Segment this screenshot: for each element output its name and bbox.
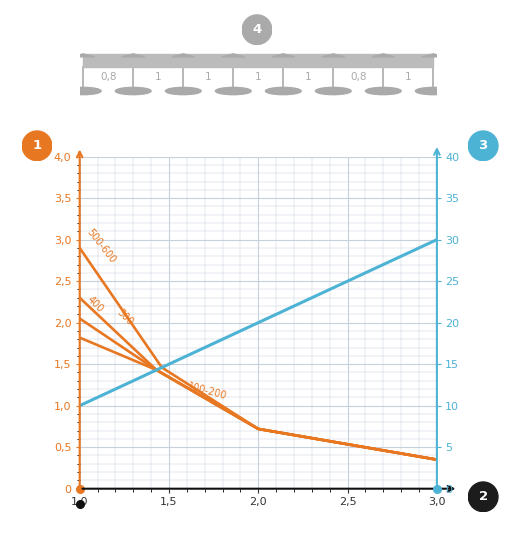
Circle shape	[22, 131, 52, 160]
Circle shape	[115, 87, 151, 94]
Text: 1: 1	[205, 72, 212, 82]
Polygon shape	[372, 54, 395, 57]
Text: 1: 1	[255, 72, 262, 82]
Text: 500-600: 500-600	[85, 227, 118, 265]
Polygon shape	[72, 54, 95, 57]
Polygon shape	[122, 54, 144, 57]
Text: 0,8: 0,8	[350, 72, 366, 82]
Circle shape	[316, 87, 351, 94]
Polygon shape	[322, 54, 345, 57]
Text: 100-200: 100-200	[187, 381, 228, 401]
Text: 1: 1	[405, 72, 412, 82]
Polygon shape	[222, 54, 245, 57]
Bar	[83, 54, 433, 67]
Circle shape	[166, 87, 201, 94]
Text: 400: 400	[85, 295, 105, 315]
Circle shape	[215, 87, 251, 94]
Circle shape	[65, 87, 101, 94]
Text: 1: 1	[305, 72, 311, 82]
Text: 300: 300	[115, 307, 136, 327]
Circle shape	[415, 87, 451, 94]
Text: 0,8: 0,8	[100, 72, 117, 82]
Circle shape	[242, 15, 272, 44]
Text: 2: 2	[479, 490, 488, 503]
Text: 3: 3	[479, 139, 488, 152]
Text: 1: 1	[32, 139, 42, 152]
Text: 4: 4	[252, 23, 262, 36]
Circle shape	[265, 87, 301, 94]
Circle shape	[365, 87, 401, 94]
Polygon shape	[172, 54, 195, 57]
Polygon shape	[422, 54, 445, 57]
Circle shape	[468, 482, 498, 511]
Text: 1: 1	[155, 72, 161, 82]
Polygon shape	[272, 54, 295, 57]
Circle shape	[468, 131, 498, 160]
